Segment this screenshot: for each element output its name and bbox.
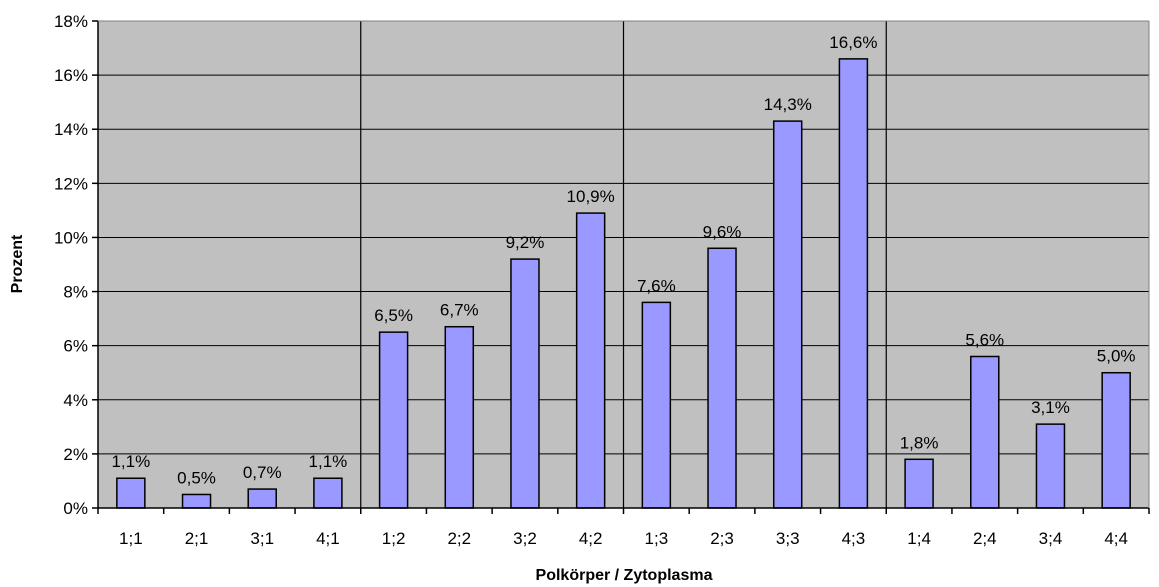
data-label-2-3: 9,6% — [703, 222, 742, 241]
bar-2-1 — [181, 493, 212, 509]
bar-2-4 — [970, 355, 1000, 509]
y-tick-label-1: 2% — [63, 445, 88, 464]
bar-4-2 — [575, 212, 606, 509]
bar-4-3 — [838, 58, 869, 509]
x-tick-label-4-2: 4;2 — [579, 529, 603, 548]
x-tick-label-1-1: 1;1 — [119, 529, 143, 548]
bar-3-2 — [510, 258, 540, 509]
bar-3-3 — [772, 120, 803, 509]
y-axis-title: Prozent — [9, 234, 26, 293]
y-tick-label-7: 14% — [54, 120, 88, 139]
data-label-3-2: 9,2% — [506, 233, 545, 252]
y-tick-label-5: 10% — [54, 228, 88, 247]
y-tick-labels: 0% 2% 4% 6% 8% 10% 12% 14% 16% 18% — [54, 12, 88, 518]
data-label-1-4: 1,8% — [900, 433, 939, 452]
data-label-1-2: 6,5% — [374, 306, 413, 325]
bar-1-3 — [641, 301, 672, 509]
x-tick-label-4-3: 4;3 — [842, 529, 866, 548]
x-tick-label-2-1: 2;1 — [185, 529, 209, 548]
bar-1-4 — [904, 458, 934, 509]
x-tick-label-1-2: 1;2 — [382, 529, 406, 548]
x-tick-labels: 1;1 2;1 3;1 4;1 1;2 2;2 3;2 4;2 1;3 2;3 3;3 4;3 1;4 2… — [119, 529, 1128, 548]
x-tick-label-3-3: 3;3 — [776, 529, 800, 548]
y-tick-label-8: 16% — [54, 66, 88, 85]
x-tick-label-2-2: 2;2 — [447, 529, 471, 548]
data-labels: 1,1% 0,5% 0,7% 1,1% 6,5% 6,7% 9,2% 10,9% 7,6% 9,6… — [111, 33, 1135, 488]
y-tick-label-2: 4% — [63, 391, 88, 410]
bar-3-1 — [247, 488, 277, 509]
y-tick-label-4: 8% — [63, 283, 88, 302]
bar-1-2 — [378, 331, 409, 509]
data-label-3-4: 3,1% — [1031, 398, 1070, 417]
y-tick-label-3: 6% — [63, 337, 88, 356]
y-tick-label-9: 18% — [54, 12, 88, 31]
data-label-4-4: 5,0% — [1097, 347, 1136, 366]
y-tick-label-0: 0% — [63, 499, 88, 518]
data-label-4-3: 16,6% — [829, 33, 877, 52]
data-label-3-1: 0,7% — [243, 463, 282, 482]
bar-3-4 — [1035, 423, 1066, 509]
bar-2-3 — [707, 247, 737, 509]
x-tick-label-4-4: 4;4 — [1104, 529, 1128, 548]
x-tick-label-3-4: 3;4 — [1039, 529, 1063, 548]
data-label-2-1: 0,5% — [177, 468, 216, 487]
x-tick-label-4-1: 4;1 — [316, 529, 340, 548]
bar-2-2 — [444, 325, 475, 509]
group-separators — [360, 21, 887, 508]
bar-1-1 — [116, 477, 146, 509]
x-axis-title: Polkörper / Zytoplasma — [536, 567, 713, 584]
x-tick-label-3-2: 3;2 — [513, 529, 537, 548]
x-tick-label-1-4: 1;4 — [907, 529, 931, 548]
x-tick-label-2-4: 2;4 — [973, 529, 997, 548]
data-label-2-2: 6,7% — [440, 301, 479, 320]
data-label-4-2: 10,9% — [567, 187, 615, 206]
axes — [92, 20, 1150, 514]
data-label-1-1: 1,1% — [111, 452, 150, 471]
bars — [116, 58, 1131, 509]
bar-4-1 — [313, 477, 343, 509]
x-tick-label-1-3: 1;3 — [645, 529, 669, 548]
data-label-1-3: 7,6% — [637, 276, 676, 295]
x-tick-label-3-1: 3;1 — [250, 529, 274, 548]
data-label-2-4: 5,6% — [965, 330, 1004, 349]
bar-4-4 — [1101, 371, 1131, 509]
y-tick-label-6: 12% — [54, 174, 88, 193]
x-tick-label-2-3: 2;3 — [710, 529, 734, 548]
data-label-3-3: 14,3% — [764, 95, 812, 114]
data-label-4-1: 1,1% — [309, 452, 348, 471]
